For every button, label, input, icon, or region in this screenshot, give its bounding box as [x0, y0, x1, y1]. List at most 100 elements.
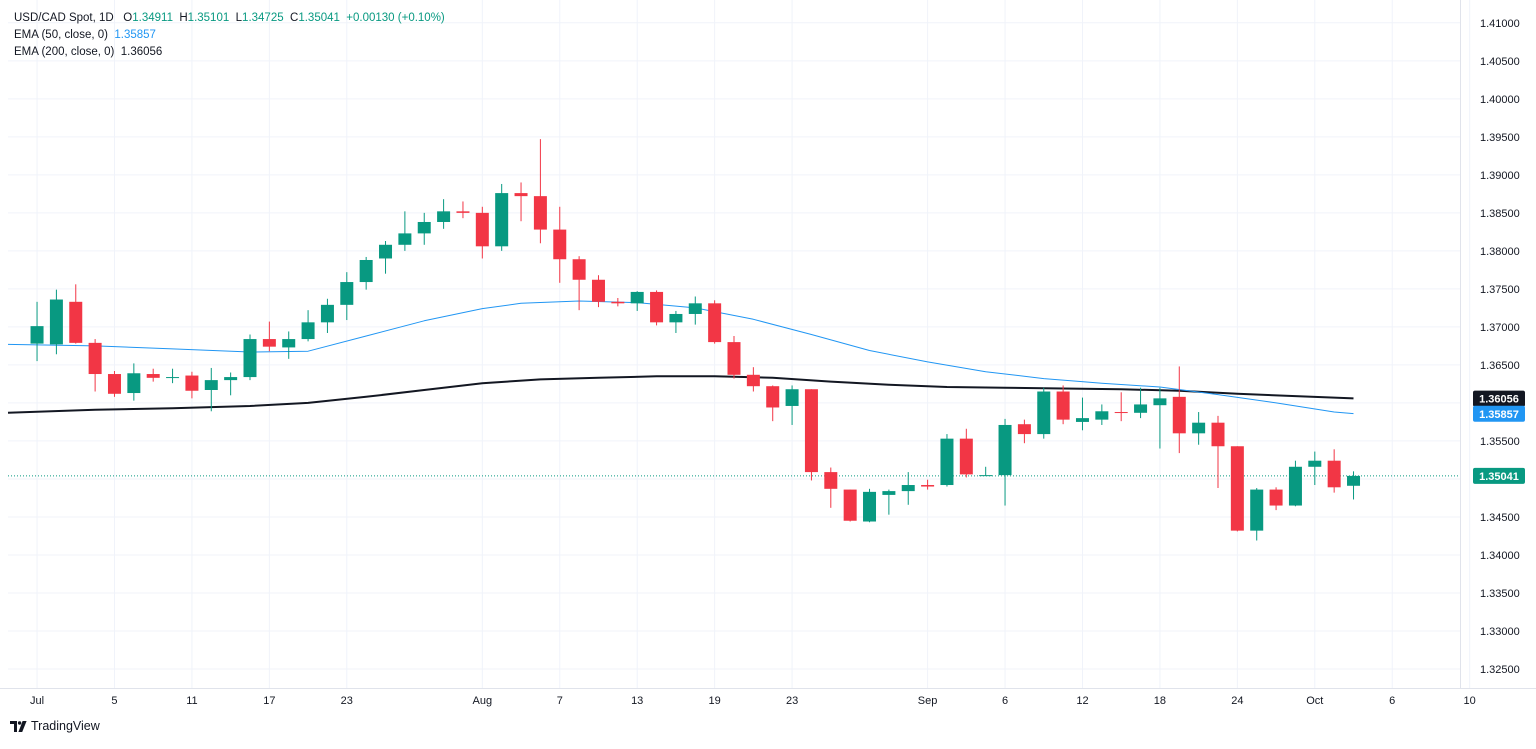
candle-up — [398, 211, 412, 251]
candle-up — [127, 363, 141, 401]
candle-body — [591, 279, 605, 302]
chart-legend: USD/CAD Spot, 1D O1.34911 H1.35101 L1.34… — [14, 10, 445, 61]
candle-body — [1134, 404, 1148, 413]
ema50-price-tag: 1.35857 — [1473, 405, 1525, 422]
legend-open-label: O — [123, 12, 133, 24]
legend-ema50-row[interactable]: EMA (50, close, 0) 1.35857 — [14, 27, 445, 44]
candle-body — [514, 193, 528, 197]
candle-down — [727, 336, 741, 379]
candle-body — [224, 377, 238, 381]
candle-down — [843, 489, 857, 522]
time-tick-label: 11 — [186, 695, 197, 707]
price-tick-label: 1.33000 — [1480, 626, 1520, 638]
time-tick-label: Aug — [473, 695, 493, 707]
ema200-price-tag-text: 1.36056 — [1479, 394, 1519, 406]
time-tick-label: 19 — [709, 695, 721, 707]
candle-body — [882, 491, 896, 495]
candle-down — [514, 182, 528, 222]
legend-symbol[interactable]: USD/CAD Spot, 1D — [14, 12, 114, 24]
candle-up — [417, 212, 431, 245]
candle-up — [688, 296, 702, 325]
candle-body — [1056, 391, 1070, 420]
candle-body — [340, 282, 354, 305]
candle-up — [1037, 387, 1051, 439]
price-tick-label: 1.38500 — [1480, 208, 1520, 220]
candle-body — [379, 244, 393, 259]
candle-down — [456, 201, 470, 219]
candle-body — [417, 221, 431, 234]
candle-body — [127, 373, 141, 394]
candle-body — [708, 303, 722, 343]
candle-body — [533, 196, 547, 230]
tradingview-brand[interactable]: TradingView — [10, 719, 100, 733]
legend-ema200-row[interactable]: EMA (200, close, 0) 1.36056 — [14, 44, 445, 61]
price-tick-label: 1.41000 — [1480, 18, 1520, 30]
candle-body — [804, 389, 818, 473]
candle-down — [650, 290, 664, 326]
candle-body — [1075, 418, 1089, 422]
candle-up — [901, 472, 915, 505]
candle-body — [1017, 424, 1031, 435]
candle-up — [998, 418, 1012, 506]
candle-body — [766, 386, 780, 408]
time-tick-label: 13 — [631, 695, 643, 707]
price-tick-label: 1.33500 — [1480, 588, 1520, 600]
candles — [30, 139, 1361, 541]
candle-body — [1037, 391, 1051, 435]
candle-up — [1250, 488, 1264, 541]
time-tick-label: 23 — [341, 695, 353, 707]
ema50-line-group — [7, 300, 1354, 415]
candle-down — [959, 428, 973, 478]
grid — [8, 0, 1471, 688]
time-axis[interactable]: Jul 5 11 17 23 Aug 7 13 19 23 Sep 6 12 18 24 Oct 6 10 — [30, 695, 1476, 707]
candle-down — [146, 368, 160, 382]
candle-body — [650, 291, 664, 323]
candle-body — [1308, 460, 1322, 467]
price-tick-label: 1.34500 — [1480, 512, 1520, 524]
candle-body — [940, 438, 954, 486]
candle-body — [69, 301, 83, 343]
candle-body — [301, 322, 315, 340]
candle-body — [998, 424, 1012, 476]
candle-body — [630, 291, 644, 304]
candle-body — [1230, 446, 1244, 531]
candle-down — [611, 298, 625, 307]
candle-body — [146, 374, 160, 378]
candle-down — [921, 479, 935, 490]
candle-body — [921, 485, 935, 487]
candle-down — [1114, 392, 1128, 422]
time-tick-label: 18 — [1154, 695, 1166, 707]
time-tick-label: 17 — [263, 695, 275, 707]
candle-body — [495, 193, 509, 247]
candle-up — [669, 310, 683, 333]
candle-body — [88, 342, 102, 375]
legend-ema200-label: EMA (200, close, 0) — [14, 46, 115, 58]
tradingview-logo-icon — [10, 720, 27, 732]
candle-down — [1172, 366, 1186, 454]
price-tick-label: 1.37000 — [1480, 322, 1520, 334]
candle-down — [553, 206, 567, 283]
candle-body — [746, 374, 760, 387]
candle-body — [669, 313, 683, 323]
price-tick-label: 1.38000 — [1480, 246, 1520, 258]
candle-body — [282, 339, 296, 348]
legend-close-label: C — [290, 12, 299, 24]
legend-low: 1.34725 — [242, 12, 284, 24]
price-tick-label: 1.35500 — [1480, 436, 1520, 448]
candle-up — [1192, 412, 1206, 445]
candle-body — [824, 472, 838, 489]
candle-up — [282, 331, 296, 359]
time-tick-label: 6 — [1389, 695, 1395, 707]
candle-body — [456, 211, 470, 213]
legend-ohlc-row: USD/CAD Spot, 1D O1.34911 H1.35101 L1.34… — [14, 10, 445, 27]
candle-down — [475, 206, 489, 259]
time-tick-label: Jul — [30, 695, 44, 707]
time-tick-label: 24 — [1231, 695, 1243, 707]
price-axis[interactable]: 1.32500 1.33000 1.33500 1.34000 1.34500 1.350… — [1480, 18, 1520, 676]
candle-up — [1308, 451, 1322, 486]
price-tick-label: 1.39500 — [1480, 132, 1520, 144]
candle-down — [1056, 385, 1070, 425]
time-tick-label: 23 — [786, 695, 798, 707]
